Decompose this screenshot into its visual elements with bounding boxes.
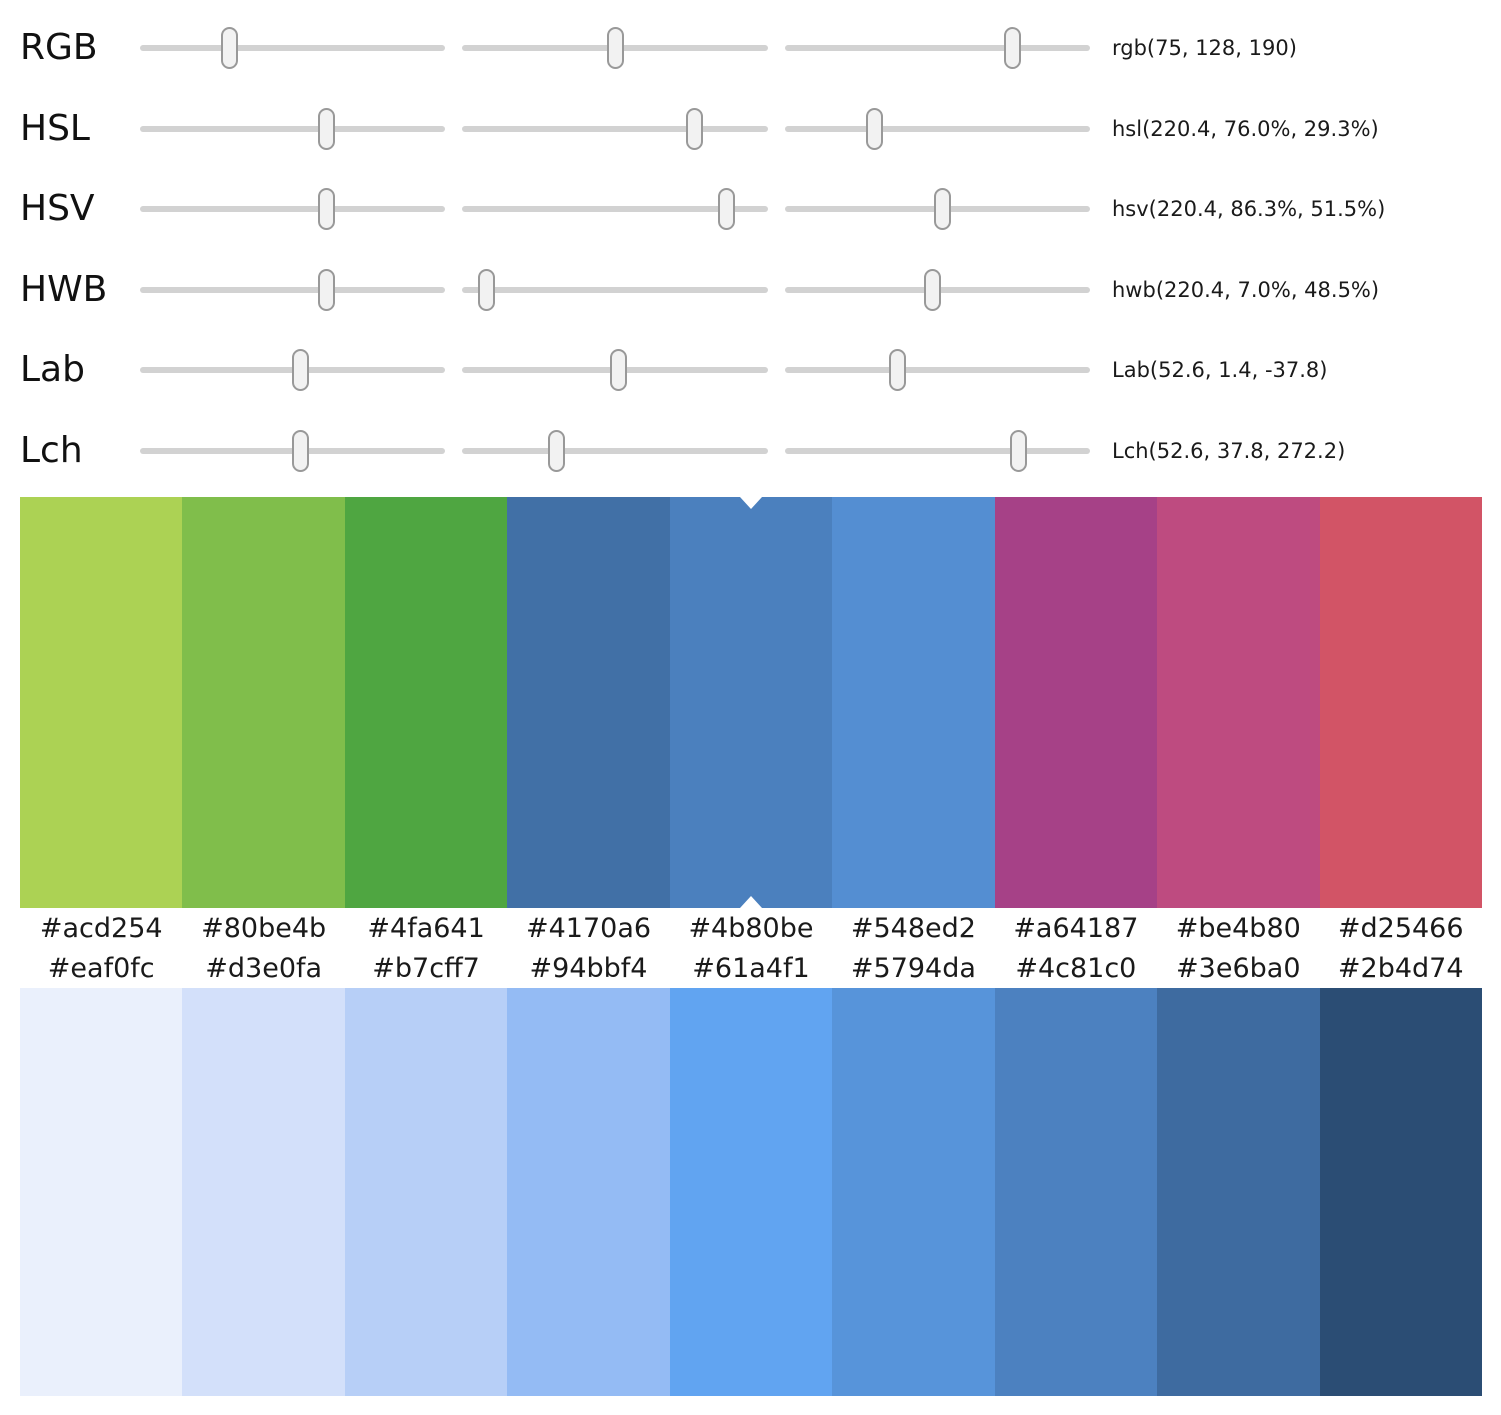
slider-row-label: HSV [20, 188, 95, 229]
shade-palette-strip [20, 988, 1482, 1396]
harmony-swatch[interactable] [20, 497, 183, 908]
shade-hex-label: #b7cff7 [372, 953, 480, 984]
shade-swatch[interactable] [20, 988, 183, 1396]
slider-thumb[interactable] [318, 108, 336, 150]
harmony-hex-label: #4170a6 [526, 913, 652, 944]
slider-track[interactable] [785, 448, 1090, 454]
slider-row-label: RGB [20, 27, 98, 68]
slider-row-label: HSL [20, 108, 90, 149]
slider-thumb[interactable] [607, 27, 625, 69]
shade-hex-label: #d3e0fa [205, 953, 323, 984]
slider-thumb[interactable] [609, 349, 627, 391]
harmony-swatch[interactable] [994, 497, 1158, 908]
harmony-hex-labels: #acd254 #80be4b #4fa641 #4170a6 #4b80be #548e… [20, 908, 1482, 954]
shade-hex-label: #94bbf4 [529, 953, 648, 984]
slider-thumb[interactable] [717, 188, 735, 230]
harmony-swatch[interactable] [1157, 497, 1320, 908]
slider-thumb[interactable] [933, 188, 951, 230]
slider-row-value: hwb(220.4, 7.0%, 48.5%) [1112, 278, 1380, 302]
shade-swatch[interactable] [994, 988, 1158, 1396]
shade-swatch[interactable] [182, 988, 345, 1396]
harmony-hex-label: #be4b80 [1175, 913, 1301, 944]
slider-thumb[interactable] [318, 188, 336, 230]
slider-thumb[interactable] [291, 430, 309, 472]
shade-swatch[interactable] [507, 988, 670, 1396]
slider-track[interactable] [462, 206, 768, 212]
shade-hex-labels: #eaf0fc #d3e0fa #b7cff7 #94bbf4 #61a4f1 #5794… [20, 950, 1482, 988]
harmony-swatch[interactable] [832, 497, 995, 908]
slider-track[interactable] [462, 126, 768, 132]
slider-track[interactable] [140, 287, 445, 293]
shade-swatch[interactable] [832, 988, 995, 1396]
slider-track[interactable] [785, 126, 1090, 132]
shade-swatch[interactable] [1319, 988, 1482, 1396]
shade-swatch[interactable] [1157, 988, 1320, 1396]
slider-track[interactable] [140, 45, 445, 51]
harmony-hex-label: #a64187 [1013, 913, 1139, 944]
harmony-hex-label: #548ed2 [850, 913, 976, 944]
shade-hex-label: #61a4f1 [692, 953, 810, 984]
slider-row-value: rgb(75, 128, 190) [1112, 36, 1297, 60]
slider-track[interactable] [462, 287, 768, 293]
slider-row-value: hsl(220.4, 76.0%, 29.3%) [1112, 117, 1379, 141]
slider-row-lch: Lch Lch(52.6, 37.8, 272.2) [0, 411, 1501, 491]
slider-row-label: Lch [20, 430, 83, 471]
slider-thumb[interactable] [478, 269, 495, 311]
shade-hex-label: #5794da [850, 953, 976, 984]
shade-swatch[interactable] [344, 988, 508, 1396]
slider-row-rgb: RGB rgb(75, 128, 190) [0, 8, 1501, 88]
slider-thumb[interactable] [1003, 27, 1021, 69]
harmony-hex-label: #acd254 [39, 913, 163, 944]
slider-thumb[interactable] [318, 269, 336, 311]
harmony-swatch[interactable] [182, 497, 345, 908]
slider-track[interactable] [785, 45, 1090, 51]
harmony-swatch[interactable] [669, 497, 833, 908]
slider-thumb[interactable] [865, 108, 883, 150]
slider-thumb[interactable] [686, 108, 704, 150]
slider-track[interactable] [785, 367, 1090, 373]
slider-track[interactable] [140, 206, 445, 212]
slider-thumb[interactable] [924, 269, 942, 311]
harmony-hex-label: #d25466 [1337, 913, 1464, 944]
shade-hex-label: #4c81c0 [1015, 953, 1137, 984]
harmony-hex-label: #4b80be [688, 913, 814, 944]
slider-track[interactable] [462, 448, 768, 454]
slider-thumb[interactable] [221, 27, 239, 69]
harmony-swatch[interactable] [1319, 497, 1482, 908]
slider-row-hwb: HWB hwb(220.4, 7.0%, 48.5%) [0, 250, 1501, 330]
shade-swatch[interactable] [669, 988, 833, 1396]
selected-swatch-marker-bottom-icon [740, 896, 762, 908]
shade-hex-label: #eaf0fc [47, 953, 155, 984]
slider-row-value: hsv(220.4, 86.3%, 51.5%) [1112, 197, 1386, 221]
harmony-hex-label: #4fa641 [367, 913, 485, 944]
slider-row-lab: Lab Lab(52.6, 1.4, -37.8) [0, 330, 1501, 410]
slider-thumb[interactable] [889, 349, 907, 391]
slider-row-label: Lab [20, 349, 85, 390]
selected-swatch-marker-top-icon [740, 497, 762, 509]
slider-row-label: HWB [20, 269, 108, 310]
shade-hex-label: #2b4d74 [1337, 953, 1464, 984]
harmony-palette-strip [20, 497, 1482, 908]
slider-thumb[interactable] [1009, 430, 1027, 472]
slider-thumb[interactable] [291, 349, 309, 391]
harmony-swatch[interactable] [344, 497, 508, 908]
harmony-swatch[interactable] [507, 497, 670, 908]
slider-thumb[interactable] [548, 430, 566, 472]
slider-row-value: Lch(52.6, 37.8, 272.2) [1112, 439, 1346, 463]
slider-row-value: Lab(52.6, 1.4, -37.8) [1112, 358, 1328, 382]
harmony-hex-label: #80be4b [201, 913, 327, 944]
slider-row-hsl: HSL hsl(220.4, 76.0%, 29.3%) [0, 89, 1501, 169]
color-slider-panel: RGB rgb(75, 128, 190) HSL hsl(220.4, 76.0%,… [0, 0, 1501, 492]
shade-hex-label: #3e6ba0 [1176, 953, 1301, 984]
slider-row-hsv: HSV hsv(220.4, 86.3%, 51.5%) [0, 169, 1501, 249]
slider-track[interactable] [140, 126, 445, 132]
